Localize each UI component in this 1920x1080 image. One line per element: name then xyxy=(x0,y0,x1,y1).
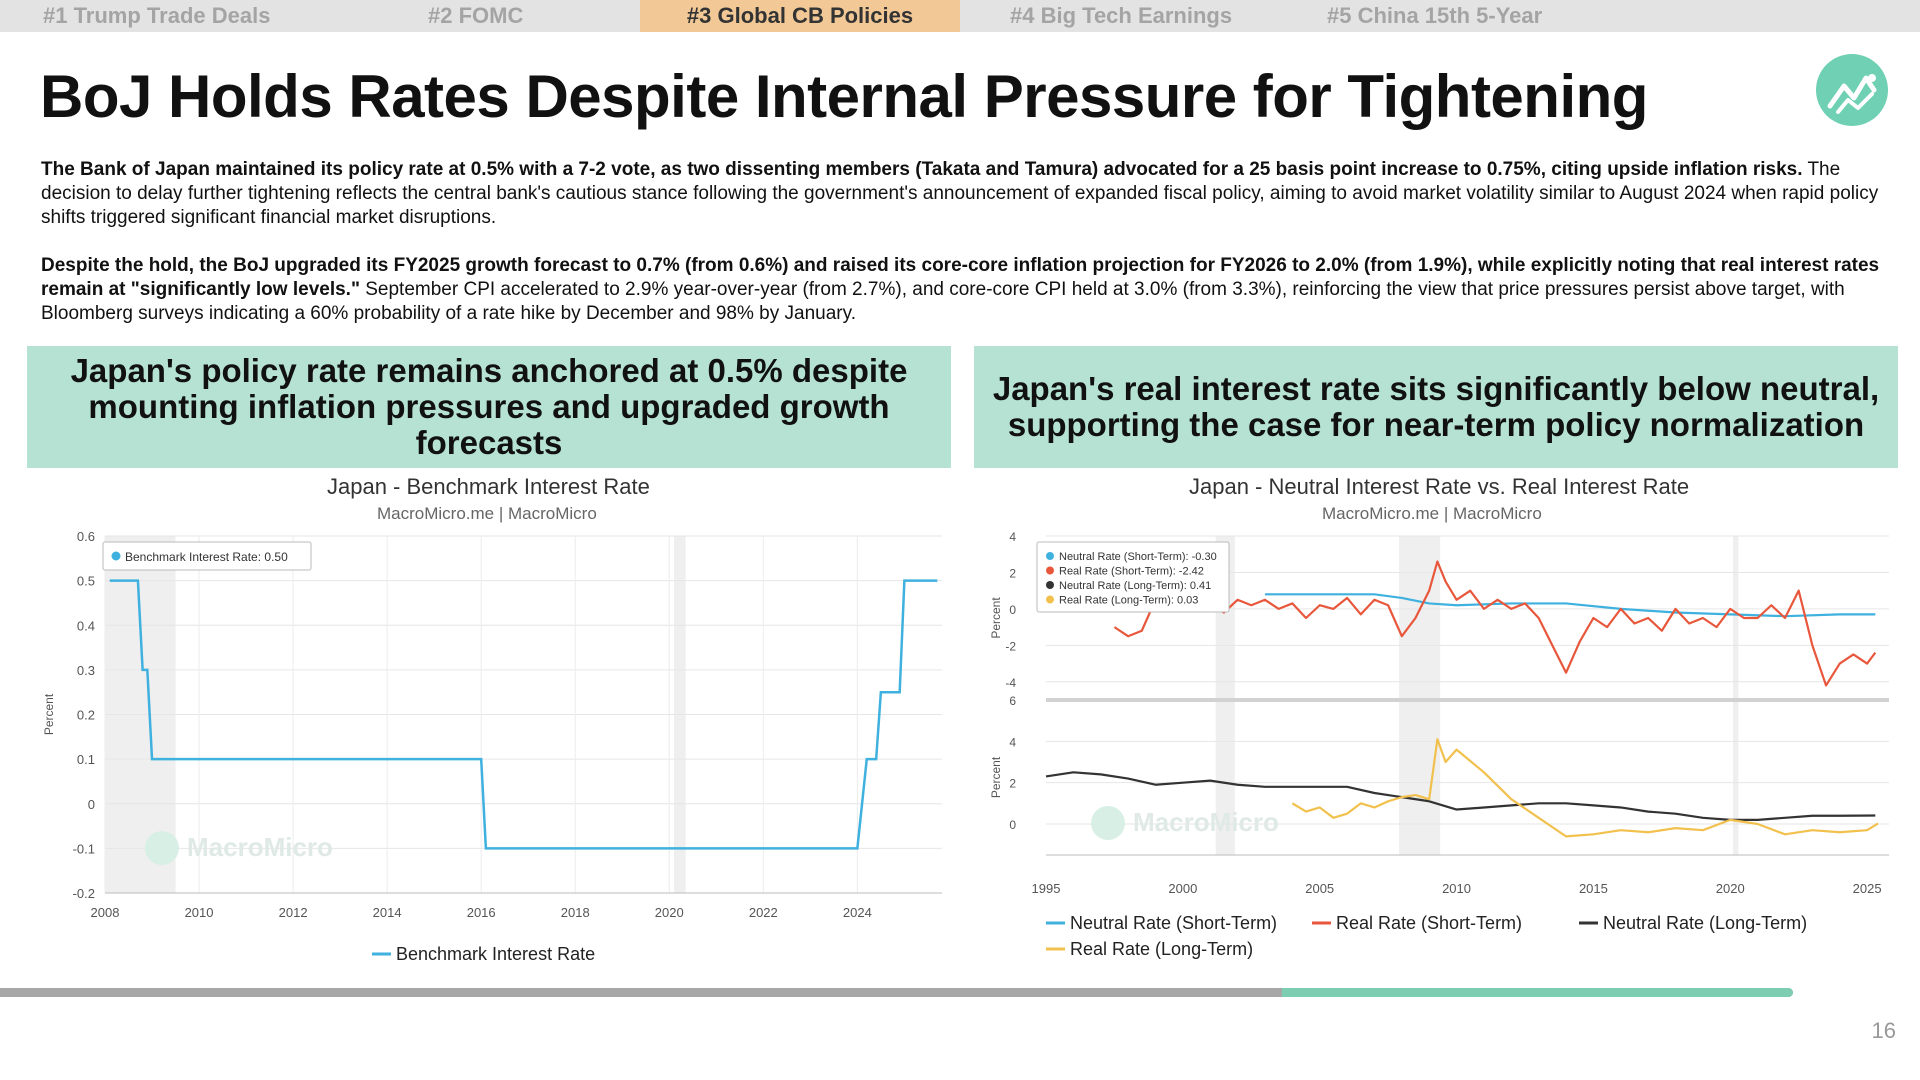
left-chart-title: Japan - Benchmark Interest Rate xyxy=(327,474,650,499)
bottom-legend-label: Real Rate (Long-Term) xyxy=(1070,939,1253,959)
y-axis-label: Percent xyxy=(989,597,1003,639)
x-tick-label: 2012 xyxy=(279,905,308,920)
legend-value-label: Neutral Rate (Long-Term): 0.41 xyxy=(1059,580,1211,592)
left-panel-heading: Japan's policy rate remains anchored at … xyxy=(27,346,951,468)
y-tick-label: 0 xyxy=(88,797,95,812)
y-tick-label: 0.1 xyxy=(77,752,95,767)
right-panel-heading: Japan's real interest rate sits signific… xyxy=(974,346,1898,468)
y-tick-label: 2 xyxy=(1009,566,1016,580)
page-number: 16 xyxy=(1871,1018,1896,1043)
y-tick-label: -0.2 xyxy=(73,886,95,901)
watermark-logo-icon xyxy=(145,831,179,865)
legend-value-label: Benchmark Interest Rate: 0.50 xyxy=(125,550,288,564)
tab-trump-trade-deals[interactable]: #1 Trump Trade Deals xyxy=(43,3,271,28)
summary-paragraph-1-body: The decision to delay further tightening… xyxy=(41,159,1879,228)
summary-paragraph-2-body: September CPI accelerated to 2.9% year-o… xyxy=(41,279,1845,324)
legend-box xyxy=(102,541,312,571)
page-title: BoJ Holds Rates Despite Internal Pressur… xyxy=(40,63,1648,130)
y-tick-label: 2 xyxy=(1009,777,1016,791)
summary-paragraph-1-lead: The Bank of Japan maintained its policy … xyxy=(41,159,1803,180)
summary-paragraph-2-lead: Despite the hold, the BoJ upgraded its F… xyxy=(41,255,1880,300)
recession-band xyxy=(1215,536,1235,855)
legend-value-label: Real Rate (Short-Term): -2.42 xyxy=(1059,566,1204,578)
tab-china-15th-5-year[interactable]: #5 China 15th 5-Year xyxy=(1327,3,1543,28)
watermark-logo-icon xyxy=(1091,806,1125,840)
y-tick-label: 4 xyxy=(1009,735,1016,749)
x-tick-label: 2022 xyxy=(749,905,778,920)
legend-box xyxy=(1036,541,1230,613)
y-tick-label: 0.3 xyxy=(77,663,95,678)
y-tick-label: 0.5 xyxy=(77,574,95,589)
recession-band xyxy=(1399,536,1441,855)
x-tick-label: 2000 xyxy=(1168,881,1197,896)
legend-marker xyxy=(111,551,121,561)
bottom-legend-label: Benchmark Interest Rate xyxy=(396,944,595,964)
right-chart-subtitle: MacroMicro.me | MacroMicro xyxy=(1322,504,1542,523)
series-line-real-rate-long-term xyxy=(1291,738,1879,838)
y-tick-label: 0 xyxy=(1009,603,1016,617)
y-axis-label: Percent xyxy=(42,693,56,735)
y-tick-label: 6 xyxy=(1009,694,1016,708)
y-axis-label: Percent xyxy=(989,756,1003,798)
tab-big-tech-earnings[interactable]: #4 Big Tech Earnings xyxy=(1010,3,1233,28)
x-tick-label: 2014 xyxy=(373,905,402,920)
series-line-neutral-rate-short-term xyxy=(1264,593,1876,618)
summary-paragraph-2: Despite the hold, the BoJ upgraded its F… xyxy=(41,254,1881,326)
y-tick-label: 0.2 xyxy=(77,708,95,723)
watermark-text: MacroMicro xyxy=(187,832,333,862)
y-tick-label: 0 xyxy=(1009,818,1016,832)
topic-tab-bar: #1 Trump Trade Deals #2 FOMC #3 Global C… xyxy=(0,0,1920,32)
legend-marker xyxy=(1046,566,1054,575)
tab-fomc[interactable]: #2 FOMC xyxy=(428,3,524,28)
x-tick-label: 2005 xyxy=(1305,881,1334,896)
y-tick-label: -2 xyxy=(1005,639,1016,653)
tab-global-cb-policies[interactable]: #3 Global CB Policies xyxy=(640,0,960,32)
x-tick-label: 2025 xyxy=(1853,881,1882,896)
y-tick-label: 0.4 xyxy=(77,618,95,633)
y-tick-label: -4 xyxy=(1005,676,1016,690)
series-line-benchmark-interest-rate xyxy=(109,579,938,850)
x-tick-label: 1995 xyxy=(1032,881,1061,896)
legend-value-label: Neutral Rate (Short-Term): -0.30 xyxy=(1059,551,1217,563)
x-tick-label: 2010 xyxy=(185,905,214,920)
legend-marker xyxy=(1046,581,1054,589)
x-tick-label: 2024 xyxy=(843,905,872,920)
legend-marker xyxy=(1046,595,1054,604)
y-tick-label: 4 xyxy=(1009,530,1016,544)
series-line-real-rate-short-term xyxy=(1113,560,1877,687)
legend-marker xyxy=(1046,552,1054,560)
benchmark-rate-chart: 0.6 0.5 0.4 0.3 0.2 0.1 0 -0.1 -0.2 2008 2010 2012 2… xyxy=(42,529,942,964)
y-tick-label: 0.6 xyxy=(77,529,95,544)
progress-fill xyxy=(1282,988,1793,997)
neutral-vs-real-rate-chart: 1995 2000 2005 2010 2015 2020 2025 4 2 0 -2 -4 Perce… xyxy=(989,530,1889,959)
left-chart-subtitle: MacroMicro.me | MacroMicro xyxy=(377,504,597,523)
bottom-legend-label: Real Rate (Short-Term) xyxy=(1336,913,1522,933)
x-tick-label: 2018 xyxy=(561,905,590,920)
x-tick-label: 2010 xyxy=(1442,881,1471,896)
x-tick-label: 2020 xyxy=(655,905,684,920)
x-tick-label: 2015 xyxy=(1579,881,1608,896)
y-tick-label: -0.1 xyxy=(73,841,95,856)
legend-value-label: Real Rate (Long-Term): 0.03 xyxy=(1059,595,1198,607)
summary-paragraph-1: The Bank of Japan maintained its policy … xyxy=(41,158,1881,230)
x-tick-label: 2008 xyxy=(91,905,120,920)
progress-track xyxy=(0,988,1793,997)
x-tick-label: 2016 xyxy=(467,905,496,920)
bottom-legend-label: Neutral Rate (Short-Term) xyxy=(1070,913,1277,933)
line-chart-logo-icon xyxy=(1816,54,1888,126)
recession-band xyxy=(1732,536,1739,855)
bottom-legend-label: Neutral Rate (Long-Term) xyxy=(1603,913,1807,933)
x-tick-label: 2020 xyxy=(1716,881,1745,896)
watermark-text: MacroMicro xyxy=(1133,807,1279,837)
right-chart-title: Japan - Neutral Interest Rate vs. Real I… xyxy=(1189,474,1690,499)
